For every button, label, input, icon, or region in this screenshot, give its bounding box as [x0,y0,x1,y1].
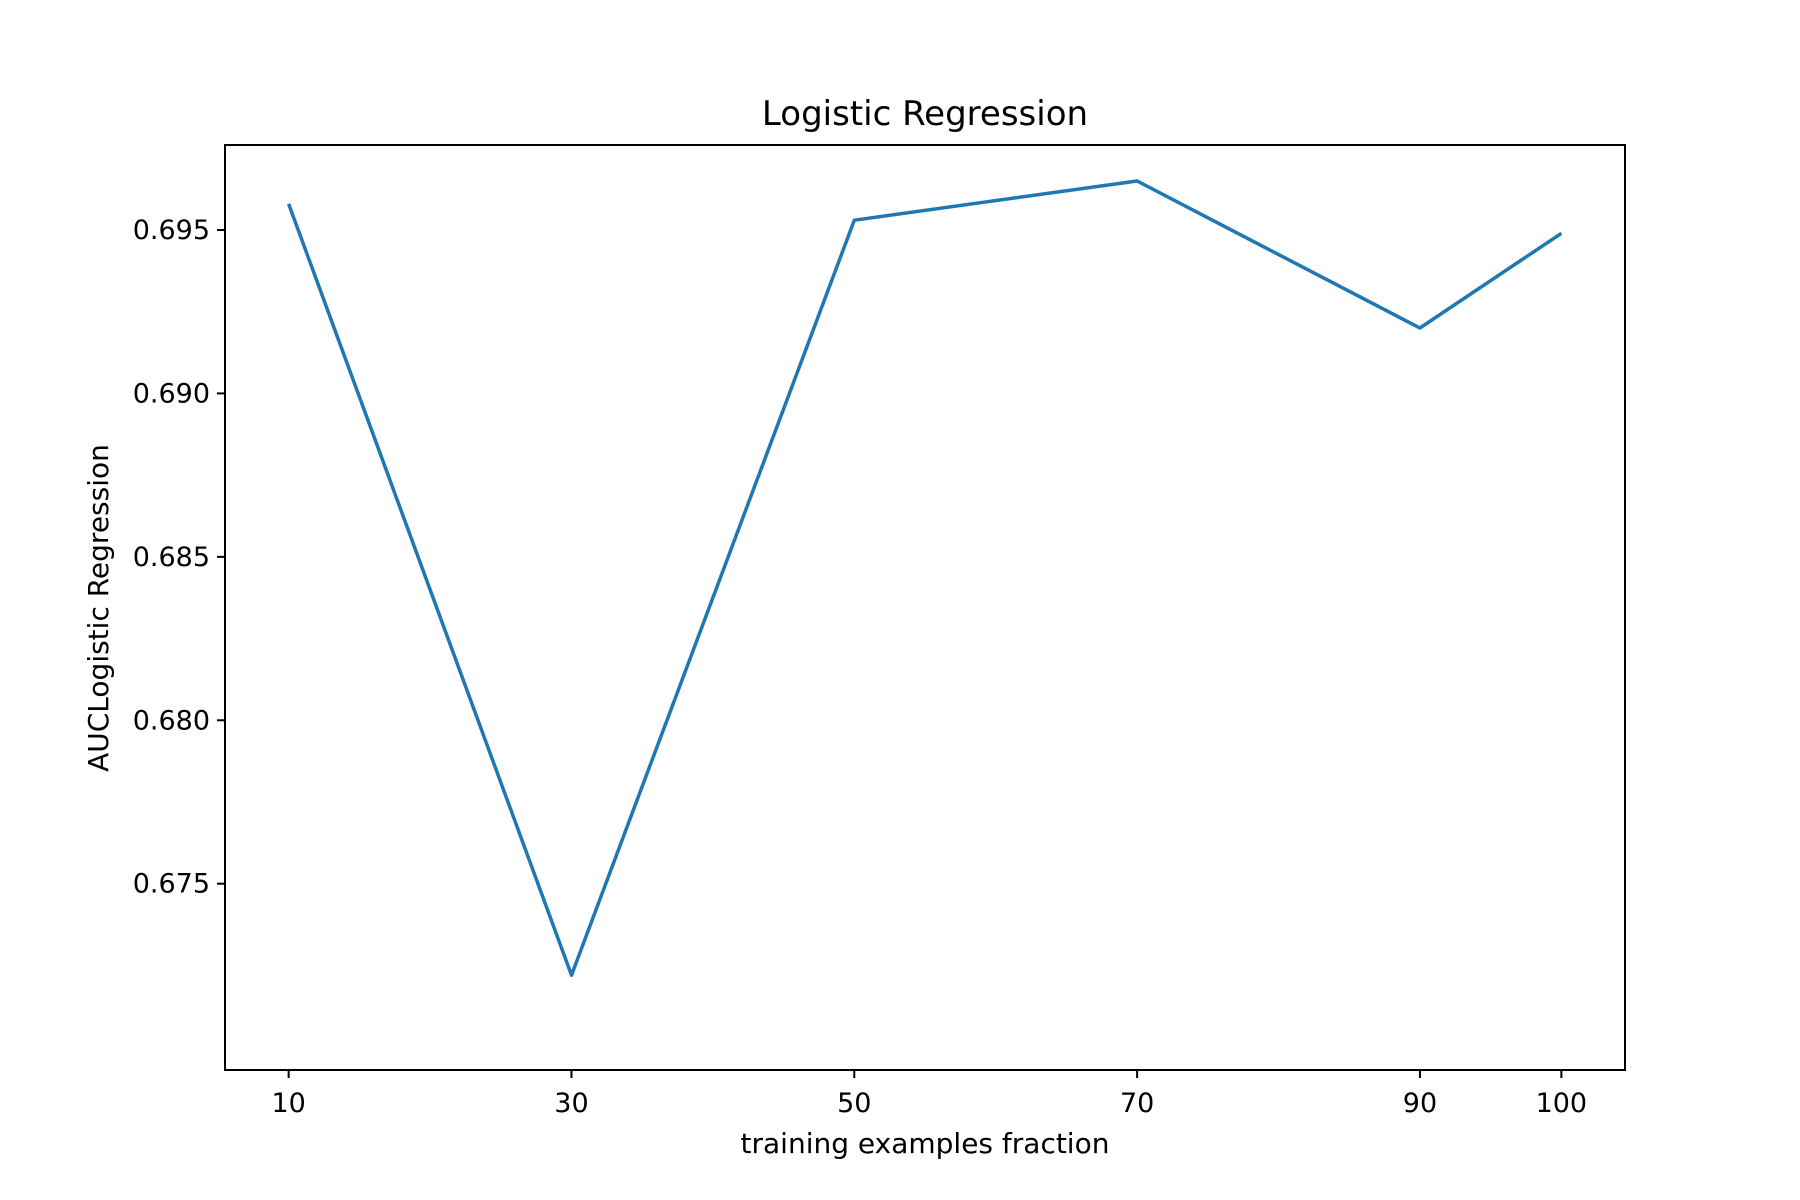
x-tick-label: 50 [837,1088,871,1119]
x-tick-label: 70 [1120,1088,1154,1119]
chart-title: Logistic Regression [762,94,1088,134]
y-tick-label: 0.695 [133,215,210,246]
x-tick-label: 100 [1536,1088,1588,1119]
x-tick-label: 10 [271,1088,305,1119]
plot-area-frame [224,144,1626,1071]
x-axis-label: training examples fraction [741,1127,1110,1160]
y-tick-label: 0.680 [133,705,210,736]
series-layer [286,179,1563,977]
y-tick-label: 0.685 [133,542,210,573]
y-tick-label: 0.675 [133,869,210,900]
x-tick-label: 30 [554,1088,588,1119]
y-axis: 0.675 0.680 0.685 0.690 0.695 [133,215,225,900]
series-line [286,179,1563,977]
x-axis: 10 30 50 70 90 100 [271,1070,1587,1119]
x-tick-label: 90 [1403,1088,1437,1119]
y-tick-label: 0.690 [133,378,210,409]
y-axis-label: AUCLogistic Regression [82,444,115,772]
